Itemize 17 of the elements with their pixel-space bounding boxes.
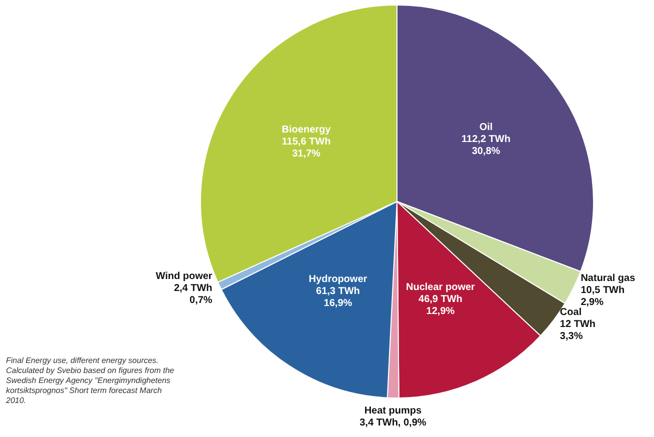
- text: Final Energy use, different energy sources. Calculated by Svebio based on figures from the Swedish Energy Agency "Energimyndighetens kortsiktsprognos" Short term forecast March 2010.: [6, 356, 176, 406]
- slice-label: Bioenergy: [282, 124, 332, 136]
- data-label: 61,3 TWh 16,9%: [316, 286, 360, 309]
- slice-label: Wind power: [156, 271, 212, 282]
- slice-label: Heat pumps: [364, 406, 422, 417]
- data-label: 2,4 TWh 0,7%: [174, 283, 212, 306]
- data-label: 3,4 TWh, 0,9%: [360, 418, 426, 429]
- slice-label: Natural gas: [580, 273, 636, 284]
- data-label: 10,5 TWh 2,9%: [580, 285, 625, 308]
- data-label: 115,6 TWh 31,7%: [282, 136, 331, 160]
- slice-label: Nuclear power: [406, 282, 476, 294]
- data-label: 12 TWh 3,3%: [560, 318, 596, 342]
- data-label: 46,9 TWh 12,9%: [418, 294, 462, 318]
- slice-label: Coal: [560, 306, 582, 318]
- slice-label: Oil: [479, 122, 493, 133]
- slice-label: Hydropower: [308, 274, 368, 285]
- data-label: 112,2 TWh 30,8%: [462, 134, 510, 157]
